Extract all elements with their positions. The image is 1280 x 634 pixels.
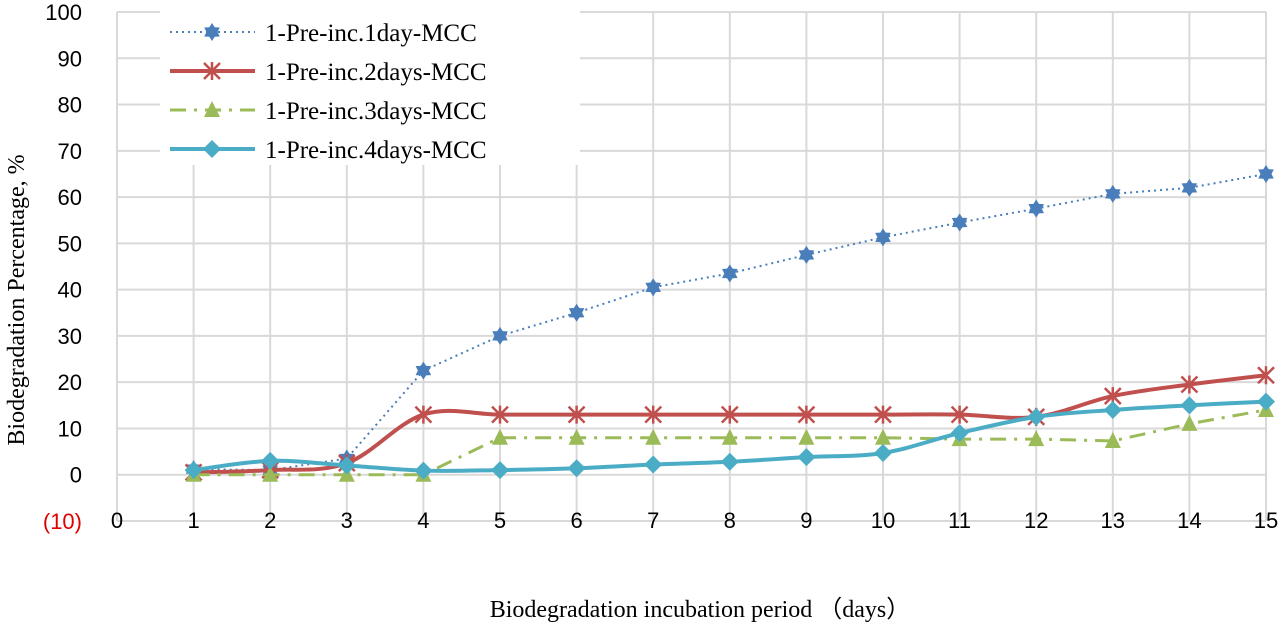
data-point [874,405,892,424]
data-point [1258,164,1274,183]
x-tick-label: 9 [800,508,812,533]
legend-marker [204,23,220,41]
y-tick-label: 50 [58,231,82,256]
y-tick-label: 80 [58,93,82,118]
data-point [1104,431,1121,448]
legend-label: 1-Pre-inc.4days-MCC [265,137,487,164]
x-tick-label: 10 [871,508,895,533]
data-point [414,461,433,480]
data-point [414,405,433,424]
data-point [1180,375,1199,394]
y-tick-label: 0 [70,463,82,488]
data-point [644,405,663,424]
y-tick-label: 30 [58,324,82,349]
data-point [261,451,280,470]
data-point [492,428,508,445]
y-tick-label: 40 [58,278,82,303]
data-point [951,213,968,232]
x-axis-label: Biodegradation incubation period （days） [490,597,911,623]
data-point [184,461,203,480]
legend-item: 1-Pre-inc.3days-MCC [170,98,487,125]
data-point [567,459,586,478]
data-point [720,452,739,471]
x-tick-label: 5 [494,508,506,533]
data-point [491,405,509,424]
x-tick-label: 8 [724,508,736,533]
x-tick-label: 15 [1254,508,1278,533]
y-tick-label: 20 [58,370,82,395]
series-line [193,408,1267,477]
x-tick-label: 1 [187,508,199,533]
y-tick-label: 70 [58,139,82,164]
data-point [568,303,585,322]
data-point [1103,400,1122,419]
data-point [797,448,816,467]
data-point [1257,392,1275,411]
series-group [184,164,1275,482]
data-point [262,465,279,482]
data-point [797,405,816,424]
series-4 [184,392,1275,480]
y-tick-label: 10 [58,416,82,441]
legend-item: 1-Pre-inc.1day-MCC [170,20,477,47]
data-point [875,228,891,247]
series-line [193,172,1267,472]
y-tick-label: 60 [58,185,82,210]
x-tick-label: 0 [111,508,123,533]
data-point [645,428,662,445]
x-tick-label: 11 [948,508,971,533]
data-point [1181,414,1198,431]
data-point [1027,407,1046,426]
data-point [950,424,969,443]
x-tick-label: 4 [417,508,429,533]
data-point [645,278,661,297]
legend-item: 1-Pre-inc.2days-MCC [170,59,487,86]
data-point [874,443,892,462]
data-point [1105,184,1121,203]
data-point [950,405,969,424]
legend-label: 1-Pre-inc.1day-MCC [265,20,477,47]
y-tick-label: 90 [58,46,82,71]
data-point [1181,178,1198,197]
data-point [491,461,509,480]
data-point [720,405,739,424]
data-point [875,428,891,445]
data-point [1028,199,1044,218]
data-point [415,361,432,380]
legend-label: 1-Pre-inc.3days-MCC [265,98,487,125]
x-tick-label: 3 [341,508,353,533]
legend-marker [204,101,220,117]
data-point [721,428,738,445]
data-point [722,264,738,283]
y-axis-label: Biodegradation Percentage, % [4,154,30,445]
data-point [337,456,356,475]
data-point [644,455,663,474]
legend-item: 1-Pre-inc.4days-MCC [170,137,487,164]
x-tick-label: 12 [1024,508,1048,533]
x-tick-label: 13 [1101,508,1125,533]
x-tick-label: 14 [1177,508,1201,533]
y-tick-label: 100 [45,0,82,25]
legend-box [160,10,580,165]
data-point [492,326,508,345]
legend-marker [203,62,221,80]
legend: 1-Pre-inc.1day-MCC 1-Pre-inc.2days-MCC 1-P… [160,10,580,165]
data-point [1257,366,1275,385]
y-tick-label: (10) [43,509,82,534]
data-point [567,405,586,424]
y-tick-labels: (10) 0 10 20 30 40 50 60 70 80 90 100 [43,0,82,534]
data-point [1028,430,1045,447]
x-tick-label: 2 [264,508,276,533]
x-tick-label: 7 [647,508,659,533]
x-tick-labels: 0 1 2 3 4 5 6 7 8 9 10 11 12 13 14 15 [111,508,1278,533]
legend-label: 1-Pre-inc.2days-MCC [265,59,487,86]
data-point [798,428,815,445]
x-tick-label: 6 [570,508,582,533]
data-point [568,428,585,445]
data-point [798,245,815,264]
data-point [1180,396,1199,415]
legend-marker [203,140,221,158]
